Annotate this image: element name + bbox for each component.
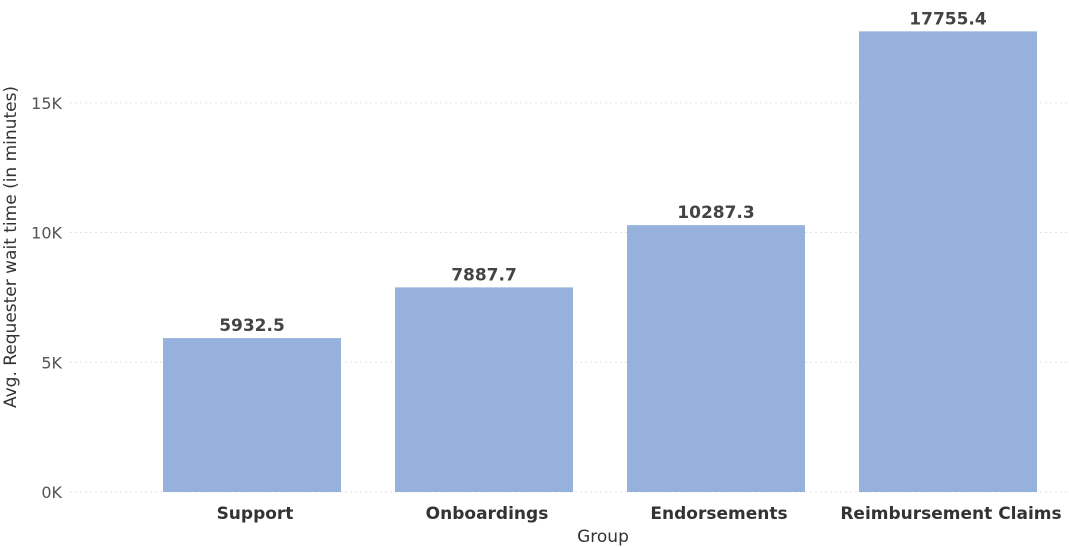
x-tick-labels: Support Onboardings Endorsements Reimbursem…: [217, 504, 1062, 524]
y-axis-title: Avg. Requester wait time (in minutes): [1, 86, 21, 408]
y-tick-label: 5K: [41, 353, 62, 372]
x-axis-title: Group: [577, 527, 629, 547]
x-tick-label: Support: [217, 504, 294, 524]
bars: [163, 31, 1037, 493]
bar: [627, 225, 805, 492]
y-tick-label: 10K: [31, 224, 62, 243]
data-label: 10287.3: [677, 203, 754, 223]
bar: [163, 338, 341, 492]
data-labels: 5932.5 7887.7 10287.3 17755.4: [219, 9, 987, 336]
data-label: 17755.4: [909, 9, 987, 29]
bar: [395, 287, 573, 492]
y-tick-labels: 0K 5K 10K 15K: [31, 94, 62, 502]
y-tick-label: 15K: [31, 94, 62, 113]
bar: [859, 31, 1037, 493]
data-label: 7887.7: [451, 265, 517, 285]
x-tick-label: Onboardings: [426, 504, 549, 524]
data-label: 5932.5: [219, 316, 285, 336]
x-tick-label: Reimbursement Claims: [840, 504, 1061, 524]
x-tick-label: Endorsements: [650, 504, 787, 524]
y-tick-label: 0K: [41, 483, 62, 502]
